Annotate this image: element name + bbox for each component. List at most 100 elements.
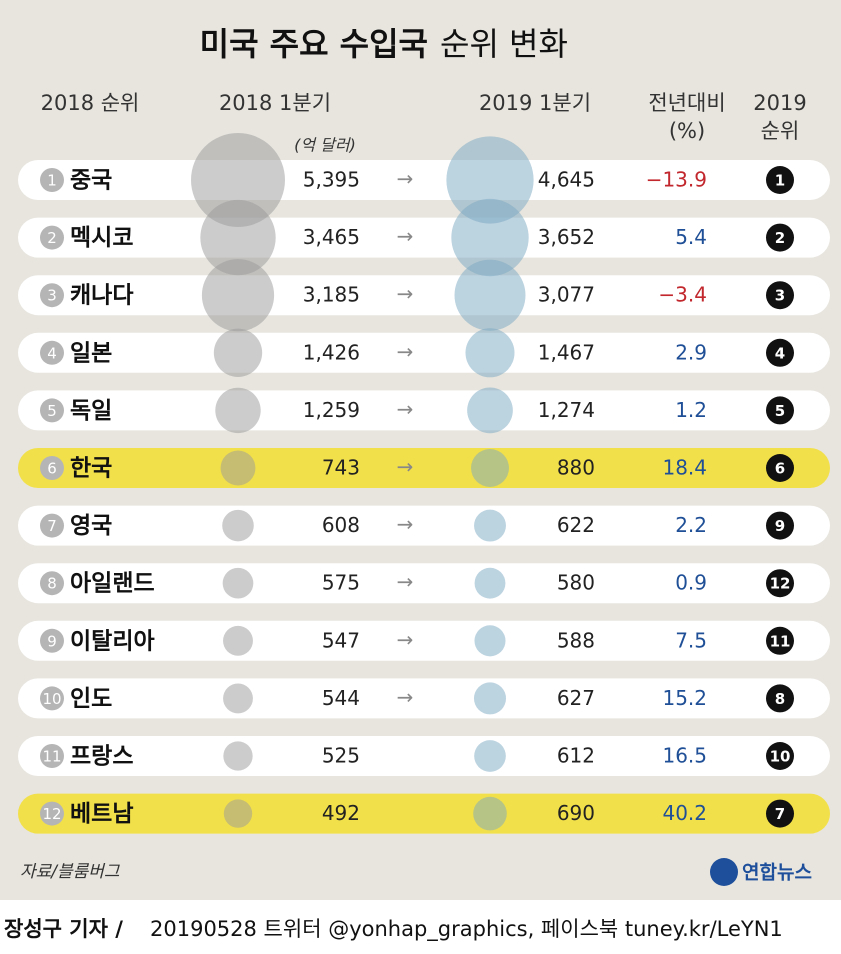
row xyxy=(18,620,830,661)
value: 743 xyxy=(322,456,360,480)
bubble xyxy=(454,259,526,331)
rank-2018: 10 xyxy=(42,690,61,708)
bubble xyxy=(200,199,276,276)
country: 아일랜드 xyxy=(70,571,155,597)
rank-2018: 6 xyxy=(47,460,57,478)
rank-2019-badge xyxy=(766,569,794,598)
rank-2019: 6 xyxy=(775,460,785,478)
rank-2018: 7 xyxy=(47,517,57,535)
bubble xyxy=(451,198,529,277)
change: 0.9 xyxy=(675,571,707,595)
value: 622 xyxy=(557,513,595,537)
rank-2018-badge xyxy=(40,456,64,480)
bubble xyxy=(201,259,275,332)
value: 1,274 xyxy=(538,398,595,422)
rank-2019-badge xyxy=(766,742,794,770)
arrow: → xyxy=(397,397,414,421)
rank-2019: 4 xyxy=(775,344,785,362)
rank-2018: 2 xyxy=(47,229,57,247)
change: −3.4 xyxy=(658,283,707,307)
arrow: → xyxy=(397,685,414,709)
row xyxy=(18,332,830,373)
bubble xyxy=(473,796,507,831)
value: 575 xyxy=(322,571,360,595)
row xyxy=(18,678,830,719)
value: 3,185 xyxy=(303,283,360,307)
country: 베트남 xyxy=(70,801,133,827)
change: 18.4 xyxy=(662,456,707,480)
value: 1,426 xyxy=(303,340,360,364)
footer-band xyxy=(0,900,841,954)
bubble xyxy=(223,741,253,771)
value: 547 xyxy=(322,628,360,652)
value: 880 xyxy=(557,456,595,480)
bubble xyxy=(471,449,509,487)
rank-2018: 12 xyxy=(42,805,61,823)
row xyxy=(18,736,830,776)
arrow: → xyxy=(397,455,414,479)
value: 492 xyxy=(322,801,360,825)
rank-2019: 1 xyxy=(775,172,785,190)
bubble xyxy=(467,387,513,434)
header-rank2019: 2019 xyxy=(753,91,806,115)
change: 40.2 xyxy=(662,801,707,825)
row xyxy=(18,275,830,316)
bubble xyxy=(474,509,506,542)
rank-2019-badge xyxy=(766,511,794,540)
rank-2018: 4 xyxy=(47,344,57,362)
value: 5,395 xyxy=(303,168,360,192)
rank-2018: 9 xyxy=(47,632,57,650)
change: 2.2 xyxy=(675,513,707,537)
rank-2018: 5 xyxy=(47,402,57,420)
rank-2019: 12 xyxy=(770,575,791,593)
rank-2019: 10 xyxy=(770,748,791,766)
rank-2018-badge xyxy=(40,744,64,768)
country: 일본 xyxy=(70,340,112,366)
title-bold: 미국 주요 수입국 xyxy=(200,25,428,63)
bubble xyxy=(191,133,285,227)
country: 독일 xyxy=(70,398,112,424)
rank-2019: 2 xyxy=(775,229,785,247)
value: 627 xyxy=(557,686,595,710)
rank-2019-badge xyxy=(766,281,794,310)
rank-2019-badge xyxy=(766,223,794,252)
arrow: → xyxy=(397,339,414,363)
value: 1,259 xyxy=(303,398,360,422)
country: 중국 xyxy=(70,168,112,194)
rank-2019: 3 xyxy=(775,287,785,305)
bubble xyxy=(222,567,254,599)
source: 자료/블룸버그 xyxy=(20,862,120,882)
rank-2019-badge xyxy=(766,396,794,425)
value: 3,465 xyxy=(303,225,360,249)
rank-2018-badge xyxy=(40,513,64,538)
value: 690 xyxy=(557,801,595,825)
value: 608 xyxy=(322,513,360,537)
rank-2018-badge xyxy=(40,225,64,250)
header-change-unit: (%) xyxy=(669,119,705,143)
bubble xyxy=(215,387,261,434)
change: 5.4 xyxy=(675,225,707,249)
change: 1.2 xyxy=(675,398,707,422)
change: −13.9 xyxy=(646,168,707,192)
bubble xyxy=(213,328,263,377)
rank-2018: 8 xyxy=(47,575,57,593)
row xyxy=(18,505,830,546)
rank-2019: 9 xyxy=(775,517,785,535)
arrow: → xyxy=(397,570,414,594)
rank-2019-badge xyxy=(766,166,794,194)
bubble xyxy=(223,625,253,656)
rank-2018-badge xyxy=(40,168,64,192)
country: 캐나다 xyxy=(70,283,133,309)
bubble xyxy=(474,567,506,599)
country: 한국 xyxy=(70,456,112,482)
header-2018: 2018 1분기 xyxy=(219,91,331,115)
bubble xyxy=(473,682,507,715)
row xyxy=(18,160,830,200)
arrow: → xyxy=(397,167,414,191)
footer-author: 장성구 기자 / xyxy=(4,917,123,941)
bubble xyxy=(474,625,506,657)
row xyxy=(18,563,830,604)
arrow: → xyxy=(397,512,414,536)
header-2019: 2019 1분기 xyxy=(479,91,591,115)
